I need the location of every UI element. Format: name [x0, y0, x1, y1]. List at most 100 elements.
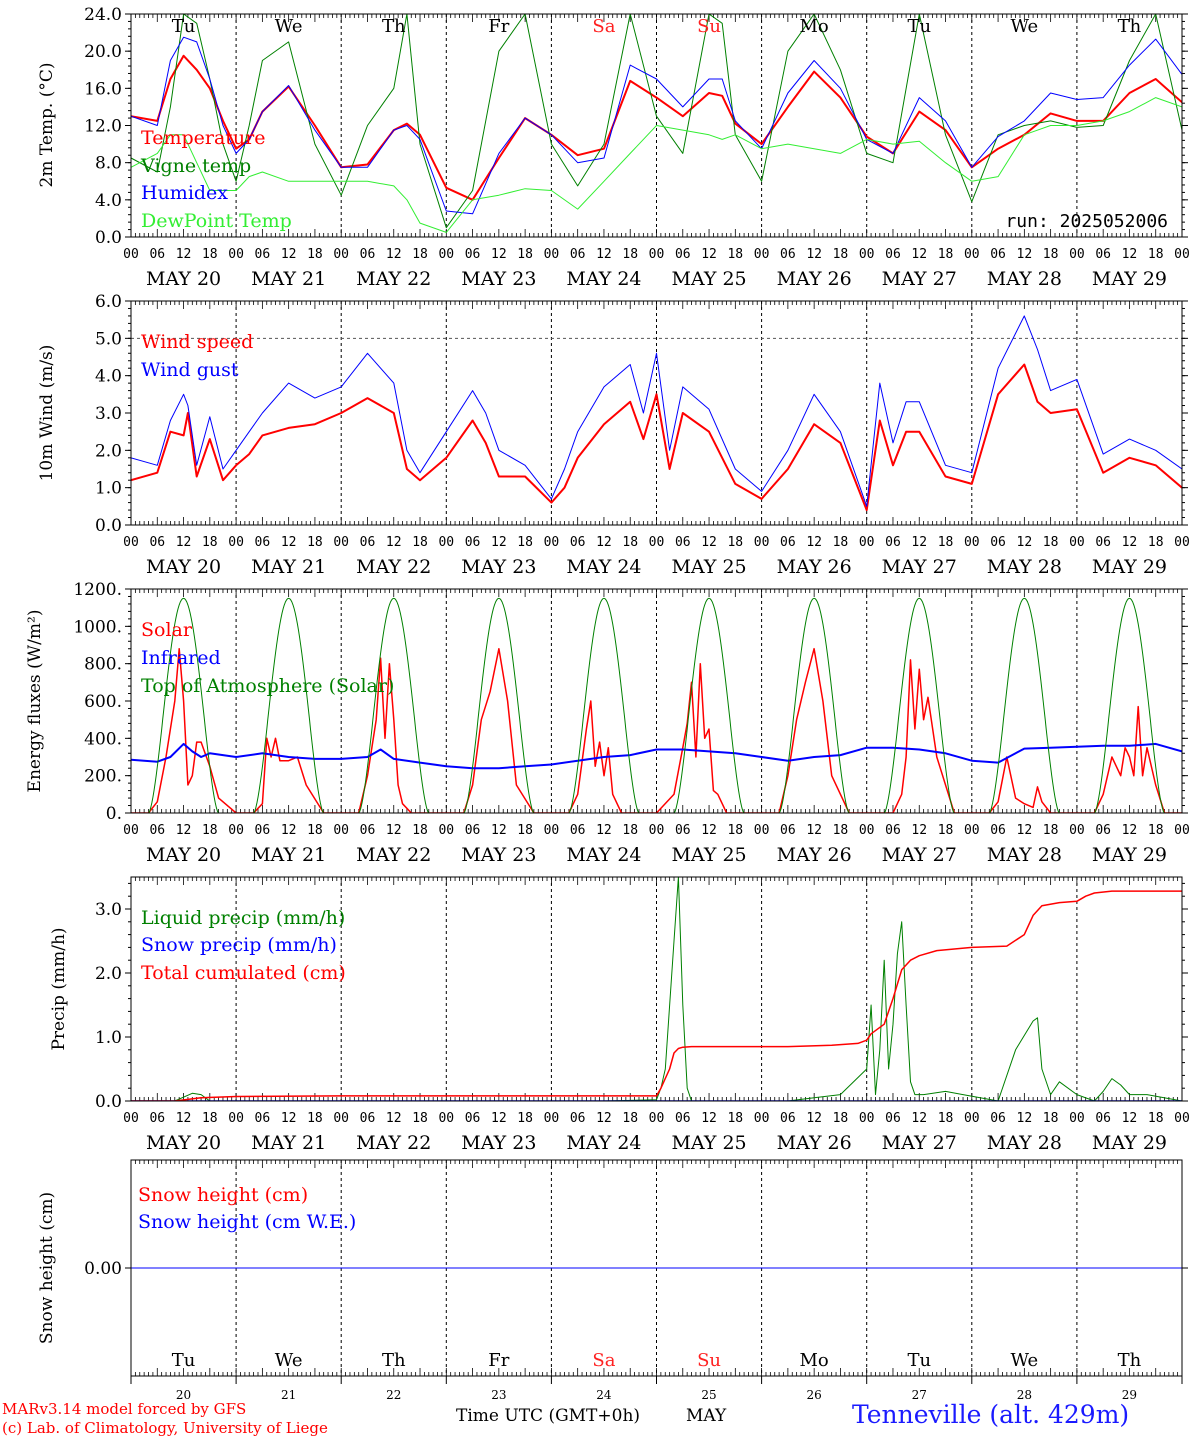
hour-tick-label: 00 — [964, 823, 980, 838]
hour-tick-label: 18 — [727, 823, 743, 838]
y-tick-label: 8.0 — [95, 154, 122, 174]
hour-tick-label: 18 — [1148, 535, 1164, 550]
hour-tick-label: 12 — [491, 1111, 507, 1126]
hour-tick-label: 12 — [701, 823, 717, 838]
date-label: MAY 23 — [461, 268, 536, 290]
hour-tick-label: 12 — [596, 535, 612, 550]
hour-tick-label: 12 — [911, 823, 927, 838]
y-tick-label: 0.00 — [84, 1259, 122, 1279]
date-label: MAY 22 — [356, 556, 431, 578]
date-label: MAY 27 — [882, 844, 957, 866]
hour-tick-label: 06 — [149, 1111, 165, 1126]
hour-tick-label: 00 — [754, 535, 770, 550]
hour-tick-label: 00 — [1069, 535, 1085, 550]
day-label-bottom: Tu — [172, 1350, 196, 1371]
y-tick-label: 5.0 — [95, 329, 122, 349]
hour-tick-label: 06 — [1095, 247, 1111, 262]
hour-tick-label: 18 — [412, 1111, 428, 1126]
date-label: MAY 22 — [356, 1132, 431, 1154]
hour-tick-label: 12 — [1017, 535, 1033, 550]
hour-tick-label: 06 — [885, 823, 901, 838]
hour-tick-label: 18 — [517, 535, 533, 550]
panel-2: 0.0 1.0 2.0 3.0 4.0 5.0 6.0 10m Wind (m/s) Wind … — [37, 292, 1190, 578]
hour-tick-label: 12 — [386, 535, 402, 550]
hour-tick-label: 18 — [412, 535, 428, 550]
date-label: MAY 21 — [251, 1132, 326, 1154]
hour-tick-label: 12 — [596, 247, 612, 262]
hour-tick-label: 12 — [491, 535, 507, 550]
day-number-label: 24 — [596, 1388, 612, 1402]
panel-4: 0.0 1.0 2.0 3.0 Precip (mm/h) Liquid precip (… — [49, 876, 1190, 1154]
hour-tick-label: 06 — [465, 535, 481, 550]
y-tick-label: 3.0 — [95, 404, 122, 424]
day-number-label: 21 — [281, 1388, 296, 1402]
series-line — [131, 36, 1182, 215]
date-label: MAY 23 — [461, 556, 536, 578]
hour-tick-label: 18 — [307, 247, 323, 262]
hour-tick-label: 06 — [1095, 1111, 1111, 1126]
day-label-top: Tu — [172, 16, 196, 37]
plot-frame — [130, 13, 1183, 238]
hour-tick-label: 00 — [123, 247, 139, 262]
y-axis-label: 10m Wind (m/s) — [37, 345, 57, 482]
hour-tick-label: 06 — [465, 823, 481, 838]
day-number-label: 23 — [491, 1388, 506, 1402]
day-label-top: We — [275, 16, 303, 37]
series-line — [131, 315, 1182, 507]
y-tick-label: 1200. — [73, 580, 122, 600]
hour-tick-label: 06 — [780, 823, 796, 838]
hour-tick-label: 00 — [1174, 823, 1190, 838]
hour-tick-label: 00 — [754, 247, 770, 262]
day-label-bottom: Sa — [592, 1350, 615, 1371]
hour-tick-label: 12 — [176, 535, 192, 550]
day-number-label: 27 — [912, 1388, 927, 1402]
hour-tick-label: 18 — [833, 823, 849, 838]
hour-tick-label: 12 — [176, 247, 192, 262]
date-label: MAY 26 — [777, 1132, 852, 1154]
day-label-bottom: Mo — [800, 1350, 829, 1371]
hour-tick-label: 06 — [675, 247, 691, 262]
hour-tick-label: 12 — [1122, 535, 1138, 550]
hour-tick-label: 18 — [727, 247, 743, 262]
legend-entry: Total cumulated (cm) — [141, 962, 346, 984]
date-label: MAY 27 — [882, 268, 957, 290]
hour-tick-label: 06 — [675, 535, 691, 550]
hour-tick-label: 00 — [333, 535, 349, 550]
month-label: MAY — [686, 1406, 727, 1426]
y-tick-label: 6.0 — [95, 292, 122, 312]
hour-tick-label: 06 — [780, 247, 796, 262]
hour-tick-label: 06 — [1095, 823, 1111, 838]
hour-tick-label: 06 — [570, 1111, 586, 1126]
hour-tick-label: 12 — [281, 823, 297, 838]
model-credit: MARv3.14 model forced by GFS — [2, 1400, 247, 1418]
hour-tick-label: 00 — [123, 535, 139, 550]
hour-tick-label: 00 — [544, 535, 560, 550]
hour-tick-label: 18 — [412, 247, 428, 262]
date-label: MAY 20 — [146, 844, 221, 866]
date-label: MAY 22 — [356, 844, 431, 866]
hour-tick-label: 00 — [649, 823, 665, 838]
hour-tick-label: 18 — [938, 535, 954, 550]
hour-tick-label: 12 — [491, 247, 507, 262]
hour-tick-label: 18 — [622, 247, 638, 262]
plot-area — [131, 315, 1182, 512]
date-label: MAY 21 — [251, 844, 326, 866]
hour-tick-label: 06 — [675, 1111, 691, 1126]
hour-tick-label: 06 — [255, 247, 271, 262]
plot-area — [131, 14, 1182, 233]
hour-tick-label: 12 — [806, 823, 822, 838]
day-label-bottom: Fr — [488, 1350, 509, 1371]
hour-tick-label: 18 — [833, 247, 849, 262]
hour-tick-label: 18 — [517, 247, 533, 262]
hour-tick-label: 12 — [1017, 1111, 1033, 1126]
hour-tick-label: 00 — [438, 535, 454, 550]
hour-tick-label: 18 — [727, 1111, 743, 1126]
y-axis-label: 2m Temp. (°C) — [37, 62, 57, 187]
hour-tick-label: 06 — [675, 823, 691, 838]
legend-entry: Snow precip (mm/h) — [141, 934, 337, 956]
date-label: MAY 27 — [882, 1132, 957, 1154]
date-label: MAY 24 — [566, 844, 641, 866]
hour-tick-label: 00 — [754, 1111, 770, 1126]
date-label: MAY 21 — [251, 268, 326, 290]
day-label-bottom: Tu — [907, 1350, 931, 1371]
